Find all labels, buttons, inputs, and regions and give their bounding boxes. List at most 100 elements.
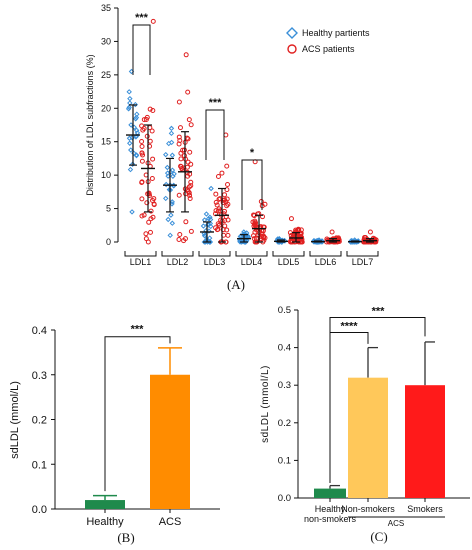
panel-a-significance: ******* bbox=[132, 12, 263, 210]
data-point-diamond bbox=[241, 229, 247, 235]
significance-bracket bbox=[132, 24, 151, 75]
data-point-circle bbox=[150, 197, 156, 203]
data-point-circle bbox=[258, 198, 264, 204]
y-tick-label: 25 bbox=[101, 70, 111, 80]
data-point-circle bbox=[144, 133, 150, 139]
data-point-circle bbox=[188, 122, 194, 128]
data-point-circle bbox=[223, 199, 229, 205]
panel-c: 0.0 0.1 0.2 0.3 0.4 0.5 sdLDL (mmol/L) Health… bbox=[260, 305, 470, 544]
data-point-circle bbox=[181, 238, 187, 244]
data-point-diamond bbox=[126, 89, 132, 95]
legend-healthy-label: Healthy partients bbox=[302, 28, 370, 38]
data-point-diamond bbox=[169, 167, 176, 173]
data-point-circle bbox=[186, 184, 192, 190]
data-point-circle bbox=[147, 106, 153, 112]
data-point-circle bbox=[183, 219, 189, 225]
y-tick-label: 5 bbox=[106, 204, 111, 214]
data-point-diamond bbox=[129, 161, 136, 167]
data-point-diamond bbox=[164, 164, 171, 171]
data-point-diamond bbox=[167, 232, 173, 239]
significance-label: *** bbox=[209, 97, 223, 109]
panel-a-y-axis: 0 5 10 15 20 25 30 35 bbox=[101, 3, 119, 247]
y-tick-label: 20 bbox=[101, 103, 111, 113]
data-point-circle bbox=[139, 213, 145, 219]
data-point-circle bbox=[139, 158, 145, 164]
category-label: LDL2 bbox=[167, 257, 189, 267]
data-point-circle bbox=[220, 227, 226, 233]
category-bracket bbox=[235, 251, 268, 257]
data-point-diamond bbox=[133, 114, 140, 121]
data-point-circle bbox=[225, 182, 231, 188]
data-point-circle bbox=[288, 216, 294, 222]
panel-a: 0 5 10 15 20 25 30 35 Distribution of LDL subfr… bbox=[85, 3, 379, 292]
data-point-diamond bbox=[166, 186, 173, 193]
panel-c-significance: ******* bbox=[329, 306, 426, 483]
data-point-diamond bbox=[168, 130, 175, 137]
data-point-circle bbox=[224, 163, 230, 169]
significance-bracket bbox=[241, 159, 263, 210]
y-tick-label: 30 bbox=[101, 36, 111, 46]
data-point-circle bbox=[177, 125, 183, 131]
significance-bracket bbox=[205, 109, 225, 160]
significance-bracket bbox=[329, 332, 369, 483]
data-point-circle bbox=[251, 236, 257, 242]
y-tick-label: 0.0 bbox=[32, 504, 47, 516]
data-point-circle bbox=[187, 195, 193, 201]
bar bbox=[85, 500, 125, 509]
data-point-diamond bbox=[168, 212, 174, 218]
y-tick-label: 0.3 bbox=[32, 370, 47, 382]
data-point-diamond bbox=[164, 170, 171, 176]
data-point-diamond bbox=[163, 151, 169, 158]
y-tick-label: 0 bbox=[106, 237, 111, 247]
panel-b-ylabel: sdLDL (mmol/L) bbox=[9, 381, 21, 459]
data-point-circle bbox=[222, 208, 228, 214]
data-point-circle bbox=[185, 159, 191, 165]
data-point-circle bbox=[144, 114, 150, 120]
significance-bracket bbox=[329, 317, 426, 337]
x-tick-label: Healthy bbox=[315, 504, 346, 514]
data-point-circle bbox=[150, 108, 156, 114]
data-point-circle bbox=[176, 141, 182, 147]
data-point-diamond bbox=[133, 127, 140, 134]
category-bracket bbox=[198, 251, 231, 257]
x-tick-label: non-smokers bbox=[304, 514, 357, 524]
data-point-circle bbox=[147, 138, 153, 144]
data-point-diamond bbox=[132, 101, 139, 108]
category-bracket bbox=[124, 251, 157, 257]
panel-a-ylabel: Distribution of LDL subfractions (%) bbox=[85, 54, 95, 195]
data-point-circle bbox=[213, 199, 219, 205]
data-point-diamond bbox=[129, 209, 135, 215]
bar bbox=[314, 488, 346, 498]
y-tick-label: 0.1 bbox=[278, 455, 291, 466]
data-point-circle bbox=[176, 134, 182, 140]
category-label: LDL1 bbox=[130, 257, 152, 267]
data-point-circle bbox=[178, 150, 184, 156]
data-point-diamond bbox=[134, 111, 140, 117]
data-point-circle bbox=[253, 236, 259, 242]
data-point-circle bbox=[222, 192, 228, 198]
panel-b-y-axis: 0.0 0.1 0.2 0.3 0.4 bbox=[32, 325, 55, 516]
data-point-circle bbox=[188, 179, 194, 185]
data-point-circle bbox=[143, 231, 149, 237]
data-point-circle bbox=[188, 228, 194, 234]
data-point-diamond bbox=[128, 147, 134, 153]
significance-label: * bbox=[250, 147, 255, 159]
data-point-circle bbox=[148, 216, 154, 222]
data-point-circle bbox=[145, 239, 151, 245]
data-point-diamond bbox=[169, 199, 175, 205]
y-tick-label: 0.3 bbox=[278, 380, 291, 391]
data-point-circle bbox=[186, 117, 192, 123]
panel-b-caption: (B) bbox=[117, 530, 134, 545]
data-point-diamond bbox=[168, 125, 175, 132]
x-tick-label: Non-smokers bbox=[341, 504, 395, 514]
significance-bracket bbox=[104, 336, 171, 492]
data-point-circle bbox=[139, 123, 145, 129]
data-point-circle bbox=[144, 200, 150, 206]
y-tick-label: 15 bbox=[101, 137, 111, 147]
group-label: ACS bbox=[388, 519, 404, 528]
data-point-circle bbox=[176, 192, 182, 198]
data-point-circle bbox=[185, 136, 191, 142]
data-point-diamond bbox=[208, 185, 214, 192]
